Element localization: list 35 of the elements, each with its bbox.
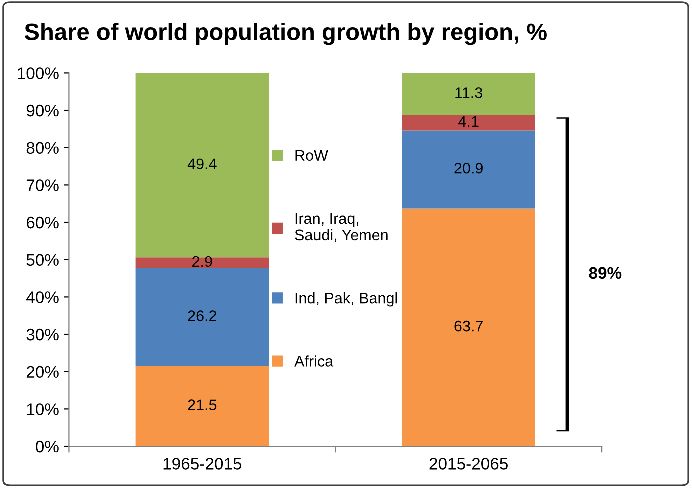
legend-label: RoW	[296, 150, 328, 162]
legend-label: Ind, Pak, Bangl	[296, 292, 398, 307]
data-label: 2.9	[192, 256, 212, 268]
y-tick-label: 30%	[26, 328, 59, 341]
data-label: 21.5	[188, 400, 217, 410]
y-tick-label: 60%	[26, 216, 59, 229]
data-label: 49.4	[188, 158, 217, 170]
x-tick-label: 1965-2015	[164, 458, 242, 470]
y-tick-label: 70%	[26, 180, 59, 192]
y-tick-label: 0%	[36, 440, 59, 453]
x-tick-label: 2015-2065	[430, 458, 508, 470]
data-label: 26.2	[188, 310, 217, 322]
data-label: 63.7	[454, 320, 483, 332]
legend-label: Iran, Iraq, Saudi, Yemen	[295, 214, 388, 242]
y-tick-label: 50%	[26, 254, 59, 266]
y-tick-label: 100%	[18, 68, 59, 80]
bar	[402, 73, 536, 116]
data-label: 4.1	[458, 116, 479, 127]
bar	[136, 366, 270, 447]
bar	[402, 208, 536, 447]
bar	[136, 268, 270, 366]
bar	[402, 130, 536, 209]
y-tick-label: 80%	[26, 142, 59, 154]
y-tick-label: 20%	[26, 366, 59, 378]
y-tick-label: 10%	[27, 404, 59, 416]
legend-label: Africa	[294, 356, 334, 367]
data-label: 11.3	[456, 88, 482, 98]
bar	[136, 258, 270, 268]
y-tick-label: 40%	[26, 292, 59, 304]
y-tick-label: 90%	[26, 104, 59, 117]
bar	[402, 115, 536, 131]
annotation: 89%	[589, 267, 622, 280]
data-label: 20.9	[454, 162, 483, 174]
bar	[136, 73, 270, 258]
chart-title: Share of world population growth by region, %	[24, 23, 547, 46]
